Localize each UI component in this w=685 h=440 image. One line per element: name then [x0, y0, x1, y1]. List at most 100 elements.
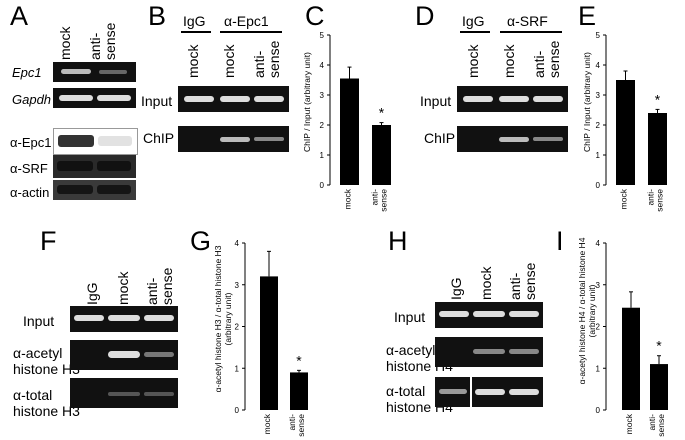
panel-label-e: E	[578, 1, 597, 31]
chart-g-ytick-label: 4	[235, 239, 240, 248]
chart-c-ytick-label: 3	[320, 91, 325, 100]
gel-a-gapdh	[53, 88, 136, 108]
chart-g-category-text: mock	[262, 413, 272, 434]
chart-g-category-text: anti-	[287, 414, 297, 431]
chart-c-bar	[372, 125, 391, 185]
chart-e-ytick-label: 2	[596, 121, 601, 130]
row-label-chip: ChIP	[424, 130, 456, 146]
chart-g-category-text: sense	[296, 414, 306, 437]
chart-c-category-text: sense	[379, 189, 389, 212]
panel-label-c: C	[305, 1, 325, 31]
gel-b-input	[178, 86, 289, 112]
chart-c-category-label: mock	[343, 188, 353, 209]
chart-e-bar	[648, 113, 667, 185]
group-underline-igg	[460, 31, 490, 33]
chart-e-category-label: mock	[619, 188, 629, 209]
row-label-gapdh: Gapdh	[12, 92, 52, 107]
group-label-epc1: α-Epc1	[224, 13, 269, 29]
row-label-chip: ChIP	[143, 130, 175, 146]
chart-i-category-text: sense	[656, 414, 666, 437]
gel-h-total	[435, 377, 543, 407]
chart-e-ytick-label: 0	[596, 181, 601, 190]
panel-label-b: B	[148, 1, 167, 31]
group-underline-igg	[181, 31, 211, 33]
row-label-a-srf: α-SRF	[10, 161, 48, 176]
group-label-srf: α-SRF	[507, 13, 548, 29]
panel-label-h: H	[388, 226, 408, 256]
chart-c-category-text: anti-	[370, 189, 380, 206]
panel-label-f: F	[40, 226, 57, 256]
chart-c-ytick-label: 4	[320, 61, 325, 70]
chart-g-category-label: anti-sense	[287, 414, 306, 437]
gel-a-epc1	[53, 62, 136, 82]
chart-c-ytick-label: 0	[320, 181, 325, 190]
panel-label-a: A	[10, 1, 29, 31]
gel-f-acetyl	[70, 340, 178, 370]
group-label-igg: IgG	[462, 13, 485, 29]
chart-e-ylabel: ChIP / Input (arbitrary unit)	[582, 52, 592, 152]
blot-a-epc1	[53, 128, 138, 155]
row-label-input: Input	[394, 309, 426, 325]
chart-c-category-label: anti-sense	[370, 189, 389, 212]
group-label-igg: IgG	[183, 13, 206, 29]
gel-b-chip	[178, 126, 289, 152]
chart-e-significance: *	[655, 91, 661, 107]
chart-e-category-text: sense	[655, 189, 665, 212]
gel-h-input	[435, 302, 543, 328]
chart-c-category-text: mock	[343, 188, 353, 209]
blot-a-actin	[53, 180, 136, 200]
chart-i-bar	[622, 307, 640, 410]
gel-d-input	[457, 86, 568, 112]
chart-c-significance: *	[379, 105, 385, 121]
chart-g-bar	[290, 372, 308, 410]
chart-g-category-label: mock	[262, 413, 272, 434]
row-label-input: Input	[141, 93, 173, 109]
chart-g-ytick-label: 1	[235, 364, 240, 373]
chart-g-ytick-label: 0	[235, 406, 240, 415]
row-label-epc1: Epc1	[12, 65, 42, 80]
gel-h-acetyl	[435, 337, 543, 367]
row-label-total-h3: α-total histone H3	[13, 387, 80, 420]
chart-i-ytick-label: 0	[596, 406, 601, 415]
panel-label-i: I	[556, 226, 564, 256]
row-label-a-epc1: α-Epc1	[10, 135, 52, 150]
chart-c-ytick-label: 1	[320, 151, 325, 160]
chart-i-category-text: anti-	[647, 414, 657, 431]
chart-i-category-text: mock	[624, 413, 634, 434]
chart-i-ylabel: α-acetyl histone H4 / α-total histone H4…	[577, 237, 597, 385]
panel-label-g: G	[190, 226, 212, 256]
chart-g-ylabel: α-acetyl histone H3 / α-total histone H3…	[213, 245, 233, 393]
chart-g-ytick-label: 2	[235, 323, 240, 332]
chart-i-significance: *	[656, 338, 662, 354]
chart-i-category-label: anti-sense	[647, 414, 666, 437]
chart-i-category-label: mock	[624, 413, 634, 434]
chart-i-ytick-label: 2	[596, 323, 601, 332]
chart-e-ytick-label: 4	[596, 61, 601, 70]
blot-a-srf	[53, 155, 136, 178]
gel-f-total	[70, 378, 178, 408]
row-label-input: Input	[23, 313, 55, 329]
row-label-input: Input	[420, 93, 452, 109]
chart-e-category-text: anti-	[646, 189, 656, 206]
chart-e-ytick-label: 3	[596, 91, 601, 100]
gel-d-chip	[457, 126, 568, 152]
row-label-a-actin: α-actin	[10, 185, 50, 200]
row-label-acetyl-h3: α-acetyl histone H3	[13, 345, 80, 378]
chart-g-significance: *	[296, 352, 302, 368]
chart-i-bar	[650, 364, 668, 410]
chart-e-ytick-label: 5	[596, 31, 601, 40]
group-underline-srf	[500, 31, 562, 33]
chart-e-category-text: mock	[619, 188, 629, 209]
chart-g-bar	[260, 276, 278, 410]
panel-label-d: D	[415, 1, 435, 31]
chart-i-ytick-label: 4	[596, 239, 601, 248]
chart-e-bar	[616, 80, 635, 185]
group-underline-epc1	[220, 31, 282, 33]
chart-g-ytick-label: 3	[235, 281, 240, 290]
chart-c-ytick-label: 2	[320, 121, 325, 130]
chart-i-ytick-label: 1	[596, 364, 601, 373]
chart-e-ytick-label: 1	[596, 151, 601, 160]
chart-i-ytick-label: 3	[596, 281, 601, 290]
chart-e-category-label: anti-sense	[646, 189, 665, 212]
